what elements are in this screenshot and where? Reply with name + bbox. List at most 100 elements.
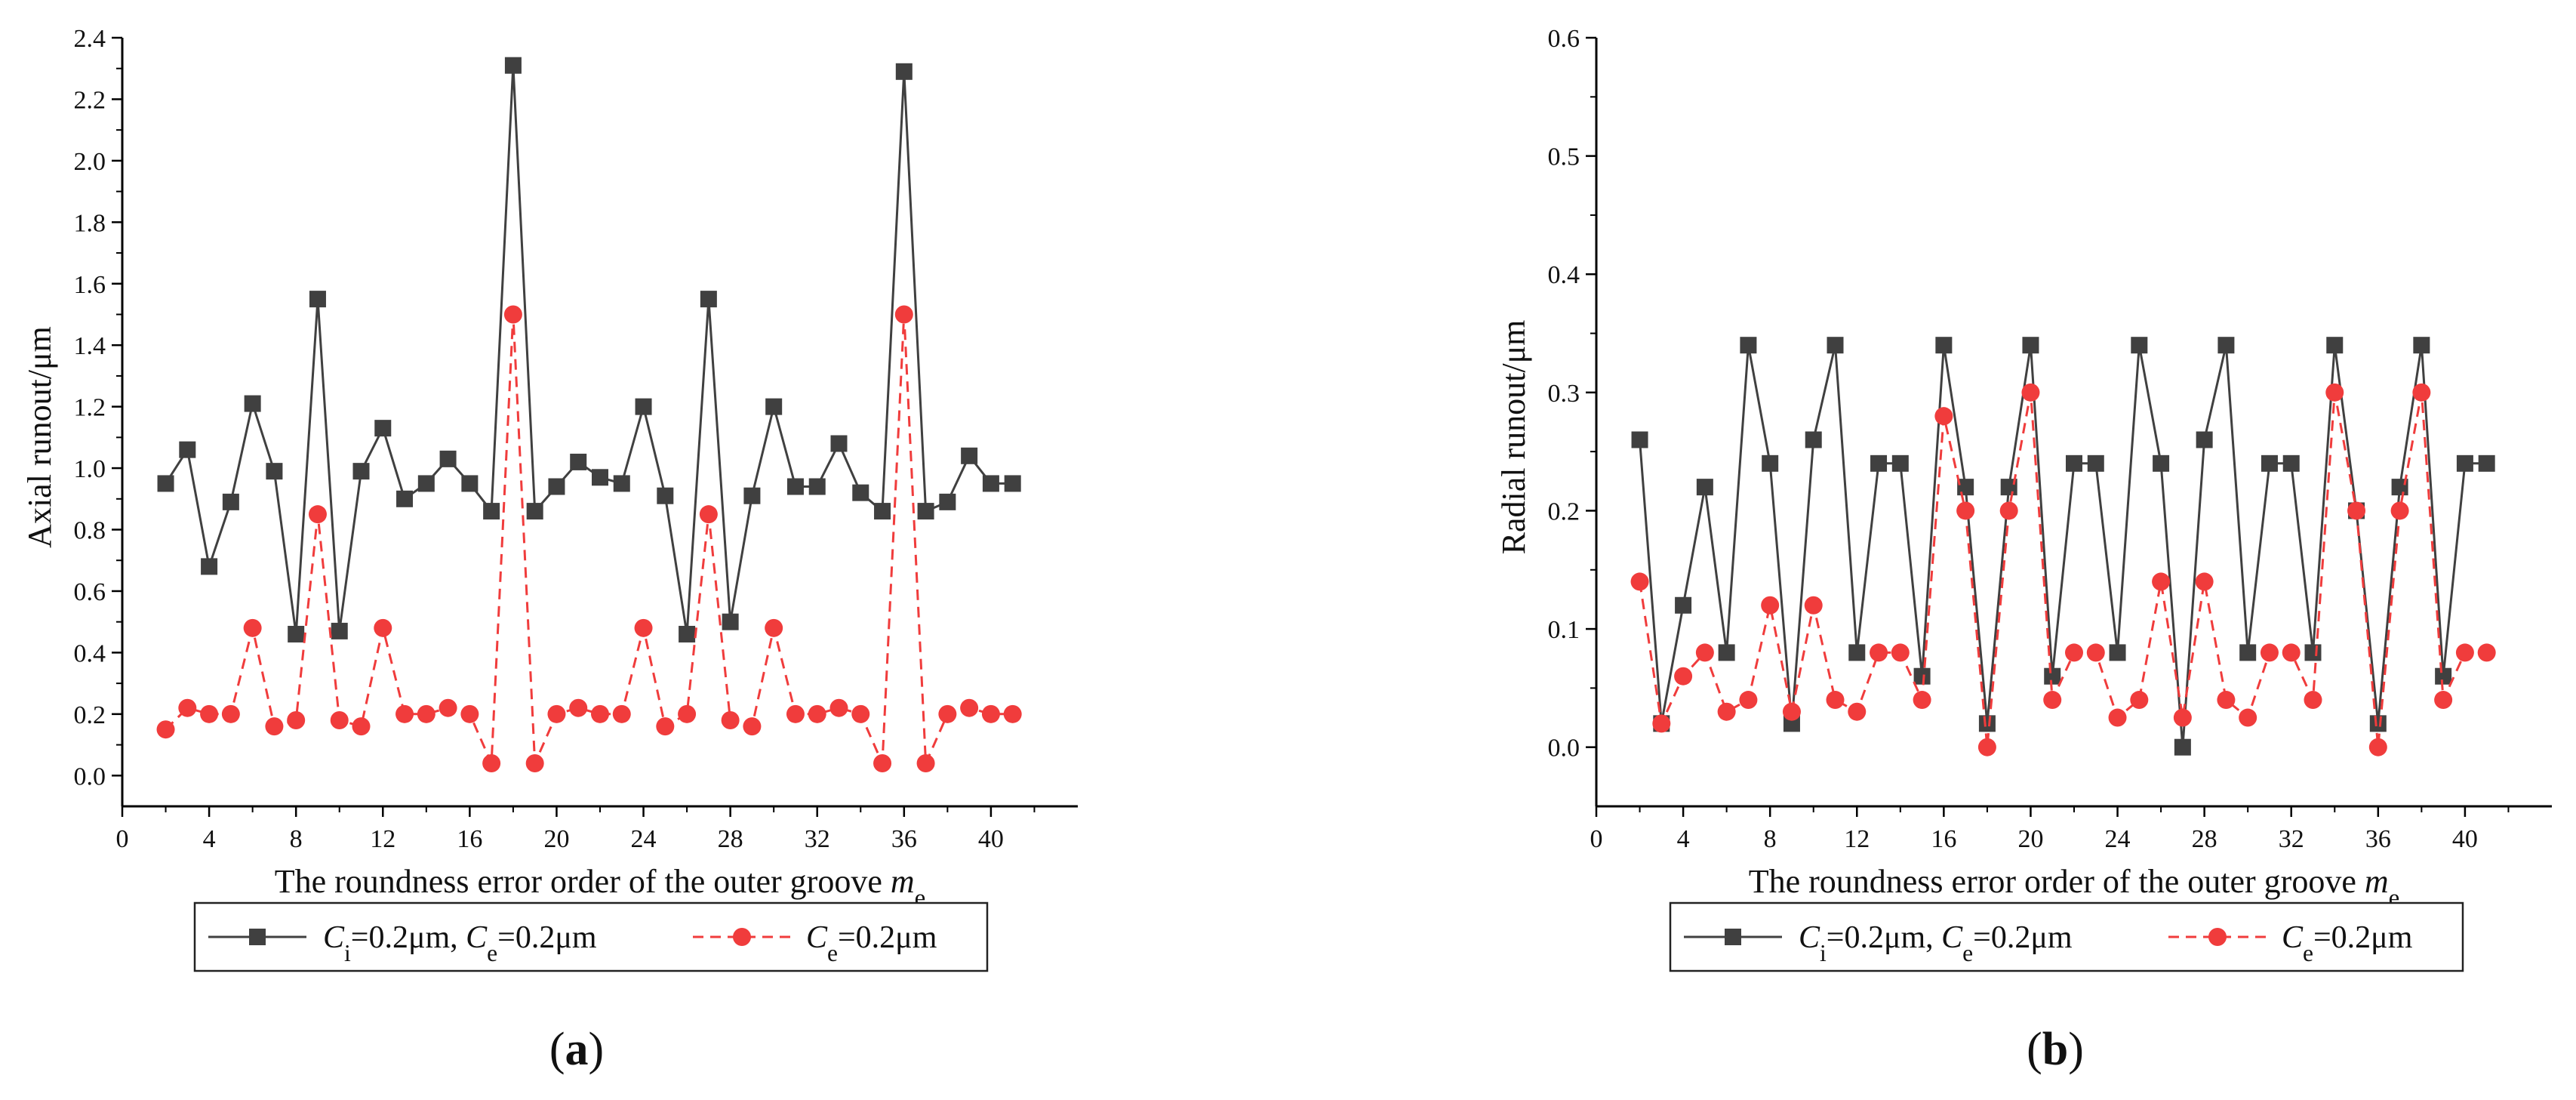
data-point-circle <box>2434 691 2453 710</box>
data-point-circle <box>547 704 566 723</box>
x-tick-label: 36 <box>2365 825 2391 853</box>
data-point-square <box>635 398 652 415</box>
data-point-circle <box>829 698 848 717</box>
data-point-square <box>2326 337 2344 354</box>
data-point-square <box>2131 337 2148 354</box>
data-point-square <box>2022 337 2039 354</box>
data-point-circle <box>916 753 935 772</box>
data-point-circle <box>1870 643 1888 662</box>
data-point-circle <box>200 704 219 723</box>
legend-label-2: Ce=0.2μm <box>806 920 937 966</box>
series-1 <box>157 57 1021 642</box>
data-point-square <box>917 503 934 520</box>
x-tick-label: 12 <box>370 825 395 853</box>
legend: Ci=0.2μm, Ce=0.2μm Ce=0.2μm <box>193 901 989 972</box>
y-tick-label: 0.6 <box>74 578 106 606</box>
data-point-square <box>2304 644 2322 661</box>
data-point-circle <box>2021 383 2040 402</box>
data-point-square <box>396 490 414 507</box>
data-point-circle <box>1717 702 1736 721</box>
data-point-circle <box>417 704 435 723</box>
data-point-square <box>1827 337 1844 354</box>
data-point-square <box>201 558 218 575</box>
y-tick-label: 1.6 <box>74 271 106 299</box>
data-point-square <box>1805 431 1822 448</box>
data-point-circle <box>156 720 175 739</box>
data-point-square <box>1631 431 1648 448</box>
series-line <box>165 314 1013 764</box>
data-point-square <box>765 398 783 415</box>
x-axis-title: The roundness error order of the outer g… <box>1749 863 2400 912</box>
data-point-square <box>2282 454 2300 472</box>
y-tick-label: 1.2 <box>74 394 106 422</box>
data-point-circle <box>2347 501 2366 520</box>
x-tick-label: 20 <box>2017 825 2043 853</box>
data-point-square <box>2087 454 2104 472</box>
data-point-square <box>222 493 239 510</box>
data-point-square <box>874 503 891 520</box>
data-point-square <box>266 463 283 480</box>
data-point-square <box>548 478 565 495</box>
data-point-square <box>288 625 305 642</box>
data-point-circle <box>1913 691 1931 710</box>
data-point-circle <box>2368 738 2387 756</box>
data-point-circle <box>2455 643 2474 662</box>
y-tick-label: 0.4 <box>1548 261 1580 289</box>
data-point-circle <box>1695 643 1714 662</box>
data-point-circle <box>287 710 306 729</box>
legend-marker-square <box>249 929 266 945</box>
data-point-square <box>2217 337 2235 354</box>
data-point-circle <box>634 618 653 637</box>
data-point-square <box>895 63 913 80</box>
data-point-circle <box>1630 572 1649 591</box>
data-point-square <box>2109 644 2126 661</box>
x-tick-label: 8 <box>1764 825 1777 853</box>
data-point-square <box>570 453 587 470</box>
data-point-square <box>808 478 826 495</box>
x-tick-label: 12 <box>1844 825 1870 853</box>
data-point-square <box>417 475 435 492</box>
data-point-circle <box>1934 407 1953 426</box>
chart-panel-b: 0 4 8 12 16 20 24 28 32 36 40 0.0 0.1 0.2 0.3 0.4 0.5 0.6… <box>1495 25 2552 1075</box>
data-point-square <box>2174 738 2191 756</box>
data-point-circle <box>1848 702 1867 721</box>
y-tick-label: 0.4 <box>74 639 106 667</box>
data-point-circle <box>2260 643 2279 662</box>
data-point-square <box>961 447 978 464</box>
data-point-square <box>1848 644 1866 661</box>
data-point-circle <box>960 698 979 717</box>
data-point-circle <box>2152 572 2171 591</box>
data-point-square <box>1957 479 1974 496</box>
y-tick-label: 0.2 <box>74 701 106 729</box>
data-point-square <box>2044 667 2061 685</box>
data-point-square <box>1870 454 1888 472</box>
panel-label: (a) <box>549 1024 604 1075</box>
data-point-square <box>743 487 761 504</box>
legend-box <box>1669 901 2464 972</box>
data-point-circle <box>2477 643 2496 662</box>
data-point-circle <box>1003 704 1022 723</box>
data-point-square <box>2239 644 2257 661</box>
x-tick-label: 4 <box>203 825 216 853</box>
data-point-circle <box>569 698 588 717</box>
legend-label-2: Ce=0.2μm <box>2282 920 2413 966</box>
legend-label-1: Ci=0.2μm, Ce=0.2μm <box>323 920 597 966</box>
data-point-square <box>613 475 630 492</box>
data-point-square <box>2435 667 2452 685</box>
data-point-circle <box>743 717 762 736</box>
data-point-circle <box>439 698 457 717</box>
data-point-circle <box>482 753 501 772</box>
data-point-square <box>1913 667 1931 685</box>
y-tick-label: 2.4 <box>74 25 106 53</box>
data-point-square <box>2196 431 2213 448</box>
data-point-circle <box>2043 691 2062 710</box>
data-point-square <box>939 493 956 510</box>
data-point-square <box>1718 644 1735 661</box>
data-point-circle <box>1739 691 1758 710</box>
data-point-square <box>244 395 261 412</box>
legend-box <box>193 901 989 972</box>
y-tick-label: 2.2 <box>74 86 106 114</box>
data-point-circle <box>1891 643 1910 662</box>
data-point-circle <box>873 753 892 772</box>
